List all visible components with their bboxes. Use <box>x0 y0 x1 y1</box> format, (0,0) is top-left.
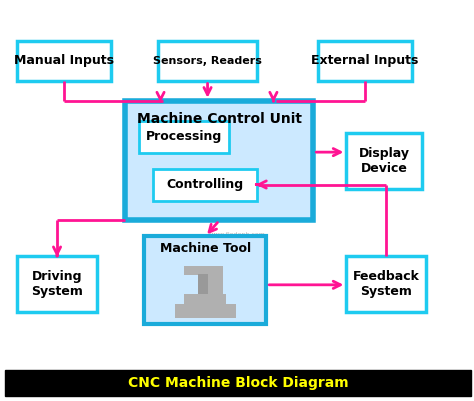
Text: Display
Device: Display Device <box>358 146 410 174</box>
FancyBboxPatch shape <box>17 41 111 81</box>
FancyBboxPatch shape <box>139 121 229 152</box>
Text: External Inputs: External Inputs <box>311 54 419 67</box>
FancyBboxPatch shape <box>184 294 227 304</box>
FancyBboxPatch shape <box>174 304 236 318</box>
FancyBboxPatch shape <box>346 257 426 312</box>
Text: Manual Inputs: Manual Inputs <box>14 54 114 67</box>
FancyBboxPatch shape <box>346 133 421 188</box>
FancyBboxPatch shape <box>125 101 313 221</box>
Text: Processing: Processing <box>146 130 222 143</box>
FancyBboxPatch shape <box>208 270 223 296</box>
Text: Feedback
System: Feedback System <box>353 270 419 298</box>
Text: Sensors, Readers: Sensors, Readers <box>153 56 262 66</box>
Text: Controlling: Controlling <box>167 178 244 191</box>
FancyBboxPatch shape <box>154 168 257 200</box>
Text: Machine Tool: Machine Tool <box>160 242 251 255</box>
Text: CNC Machine Block Diagram: CNC Machine Block Diagram <box>128 376 348 390</box>
FancyBboxPatch shape <box>17 257 97 312</box>
FancyBboxPatch shape <box>198 273 208 294</box>
Text: Machine Control Unit: Machine Control Unit <box>137 111 302 126</box>
Text: www.flodeph.com: www.flodeph.com <box>210 232 266 237</box>
FancyBboxPatch shape <box>158 41 257 81</box>
FancyBboxPatch shape <box>318 41 412 81</box>
FancyBboxPatch shape <box>144 237 266 324</box>
FancyBboxPatch shape <box>184 266 223 275</box>
Text: Driving
System: Driving System <box>31 270 83 298</box>
FancyBboxPatch shape <box>5 371 471 396</box>
